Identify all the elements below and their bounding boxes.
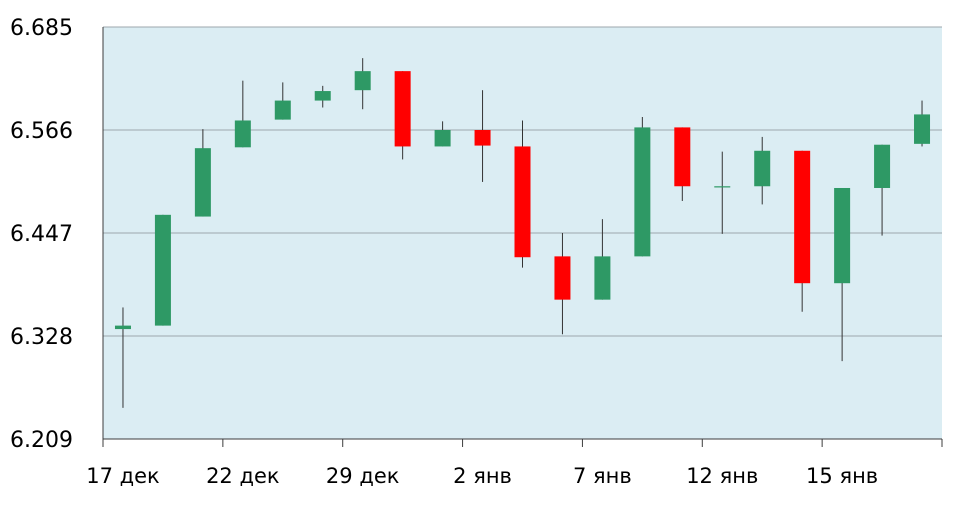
candle-body — [714, 186, 731, 188]
candle — [914, 100, 931, 147]
candle-body — [634, 127, 651, 257]
x-tick-label: 17 дек — [86, 464, 160, 488]
candle — [394, 71, 411, 160]
candles — [114, 58, 931, 408]
x-tick-label: 22 дек — [206, 464, 280, 488]
candle-body — [314, 91, 331, 101]
x-tick-labels: 17 дек 22 дек 29 дек 2 янв 7 янв 12 янв 15 янв — [86, 464, 878, 488]
candle — [234, 80, 251, 148]
candle-body — [194, 148, 211, 217]
candle-body — [754, 150, 771, 187]
axes — [102, 27, 943, 447]
candle-body — [794, 150, 811, 284]
candle-body — [474, 130, 491, 146]
candle — [354, 58, 371, 110]
candle — [554, 233, 571, 335]
x-tick-label: 12 янв — [686, 464, 758, 488]
candle-body — [674, 127, 691, 187]
candle — [114, 307, 131, 408]
y-tick-label: 6.209 — [10, 428, 73, 453]
y-tick-labels: 6.685 6.566 6.447 6.328 6.209 — [10, 16, 73, 453]
candle — [274, 82, 291, 120]
candle-body — [114, 325, 131, 330]
candle — [314, 85, 331, 108]
candle — [874, 144, 891, 236]
candle-body — [874, 144, 891, 188]
candle — [674, 127, 691, 201]
candle — [594, 219, 611, 300]
candle-body — [594, 256, 611, 300]
candle-body — [434, 130, 451, 147]
candle — [754, 136, 771, 205]
y-tick-label: 6.447 — [10, 222, 73, 247]
candle-body — [914, 114, 931, 144]
candle — [794, 150, 811, 312]
candle-body — [834, 187, 851, 284]
candle-body — [274, 100, 291, 120]
candle — [194, 129, 211, 217]
candle — [154, 214, 171, 326]
candle — [434, 121, 451, 147]
candle-body — [354, 71, 371, 91]
candle-body — [554, 256, 571, 300]
x-tick-label: 2 янв — [453, 464, 512, 488]
candle — [634, 117, 651, 257]
candle — [714, 151, 731, 234]
candle-body — [234, 120, 251, 148]
candle — [834, 187, 851, 362]
candle-body — [514, 146, 531, 258]
x-tick-label: 7 янв — [573, 464, 632, 488]
y-tick-label: 6.566 — [10, 119, 73, 144]
x-tick-label: 15 янв — [806, 464, 878, 488]
candle — [474, 90, 491, 182]
x-tick-label: 29 дек — [326, 464, 400, 488]
candle-body — [394, 71, 411, 147]
y-tick-label: 6.328 — [10, 325, 73, 350]
candle — [514, 120, 531, 268]
candle-body — [154, 214, 171, 326]
y-tick-label: 6.685 — [10, 16, 73, 41]
